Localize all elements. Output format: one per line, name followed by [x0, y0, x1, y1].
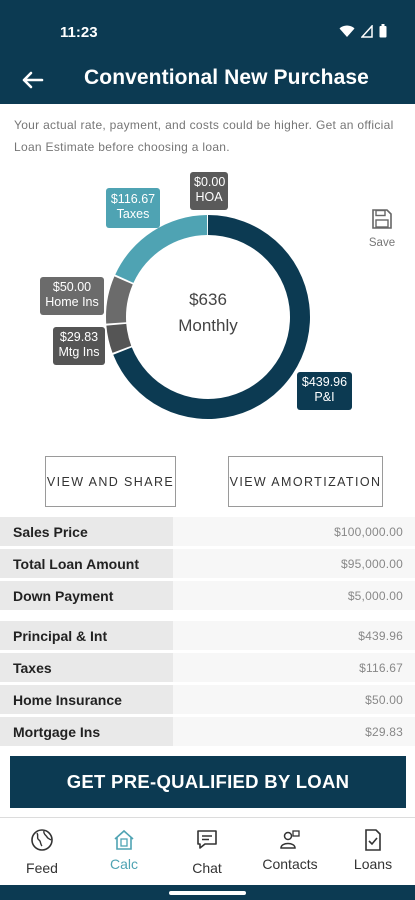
get-pre-qualified-button[interactable]: GET PRE-QUALIFIED BY LOAN — [10, 756, 406, 808]
page-title: Conventional New Purchase — [84, 66, 369, 89]
nav-item-contacts[interactable]: Contacts — [250, 818, 330, 886]
nav-item-chat[interactable]: Chat — [167, 818, 247, 886]
chart-label-name: Mtg Ins — [58, 345, 100, 359]
nav-label: Calc — [109, 856, 138, 872]
chart-label-name: Home Ins — [45, 295, 99, 309]
wifi-icon — [339, 25, 355, 37]
table-row: Mortgage Ins $29.83 — [0, 717, 415, 746]
battery-icon — [379, 24, 387, 38]
row-label: Sales Price — [13, 524, 88, 540]
chart-label-value: $439.96 — [301, 375, 348, 389]
monthly-payment-label: Monthly — [178, 316, 238, 335]
nav-item-feed[interactable]: Feed — [2, 818, 82, 886]
view-and-share-button[interactable]: VIEW AND SHARE — [45, 456, 176, 507]
status-icons — [339, 24, 387, 38]
donut-slice-taxes — [115, 215, 208, 283]
row-label: Total Loan Amount — [13, 556, 139, 572]
payment-breakdown-table: Principal & Int $439.96 Taxes $116.67 Ho… — [0, 621, 415, 749]
chart-label-value: $29.83 — [59, 330, 99, 344]
app-bar: Conventional New Purchase — [0, 58, 415, 104]
nav-label: Loans — [353, 856, 393, 872]
row-value: $95,000.00 — [340, 557, 403, 571]
donut-slice-home-ins — [106, 276, 133, 324]
back-arrow-icon[interactable] — [18, 66, 46, 94]
chart-label-value: $0.00 — [194, 175, 226, 189]
loan-document-icon — [365, 829, 381, 851]
gesture-bar — [0, 885, 415, 900]
chart-label-name: P&I — [314, 390, 335, 404]
chart-label-value: $50.00 — [52, 280, 92, 294]
home-indicator — [169, 891, 246, 895]
loan-summary-table: Sales Price $100,000.00 Total Loan Amoun… — [0, 517, 415, 613]
nav-label: Feed — [26, 860, 58, 876]
table-row: Down Payment $5,000.00 — [0, 581, 415, 610]
table-row: Taxes $116.67 — [0, 653, 415, 682]
chart-label-name: Taxes — [116, 207, 150, 221]
chat-bubble-icon — [197, 830, 217, 849]
signal-icon — [361, 24, 373, 38]
donut-slice-mtg-ins — [106, 323, 132, 353]
row-value: $100,000.00 — [334, 525, 403, 539]
row-label: Taxes — [13, 660, 52, 676]
row-value: $50.00 — [365, 693, 403, 707]
chart-label-hoa: $0.00 HOA — [190, 172, 228, 210]
floppy-disk-icon — [372, 209, 392, 229]
row-value: $5,000.00 — [347, 589, 403, 603]
chart-label-name: HOA — [195, 190, 223, 204]
globe-icon — [31, 829, 53, 851]
house-calculator-icon — [114, 829, 134, 850]
table-row: Sales Price $100,000.00 — [0, 517, 415, 546]
nav-item-calc[interactable]: Calc — [84, 818, 164, 886]
monthly-payment-amount: $636 — [189, 290, 227, 309]
contacts-icon — [280, 830, 300, 849]
view-amortization-button[interactable]: VIEW AMORTIZATION — [228, 456, 383, 507]
chart-label-value: $116.67 — [110, 192, 156, 206]
bottom-nav: Feed Calc Chat Contacts Loans — [0, 817, 415, 886]
chart-label-mtg-ins: $29.83 Mtg Ins — [53, 327, 105, 365]
row-value: $439.96 — [358, 629, 403, 643]
payment-donut-chart — [106, 215, 310, 419]
chart-label-pi: $439.96 P&I — [297, 372, 352, 410]
chart-label-taxes: $116.67 Taxes — [106, 188, 160, 228]
table-row: Principal & Int $439.96 — [0, 621, 415, 650]
save-button[interactable]: Save — [364, 208, 400, 249]
status-time: 11:23 — [60, 24, 98, 41]
row-label: Home Insurance — [13, 692, 122, 708]
chart-label-home-ins: $50.00 Home Ins — [40, 277, 104, 315]
table-row: Total Loan Amount $95,000.00 — [0, 549, 415, 578]
status-bar: 11:23 — [0, 0, 415, 58]
table-row: Home Insurance $50.00 — [0, 685, 415, 714]
row-value: $116.67 — [359, 661, 403, 675]
row-label: Principal & Int — [13, 628, 108, 644]
nav-label: Chat — [192, 860, 222, 876]
nav-item-loans[interactable]: Loans — [333, 818, 413, 886]
disclaimer-text: Your actual rate, payment, and costs cou… — [14, 118, 394, 154]
row-label: Down Payment — [13, 588, 114, 604]
row-value: $29.83 — [365, 725, 403, 739]
nav-label: Contacts — [262, 856, 318, 872]
row-label: Mortgage Ins — [13, 724, 101, 740]
save-label: Save — [368, 237, 396, 249]
